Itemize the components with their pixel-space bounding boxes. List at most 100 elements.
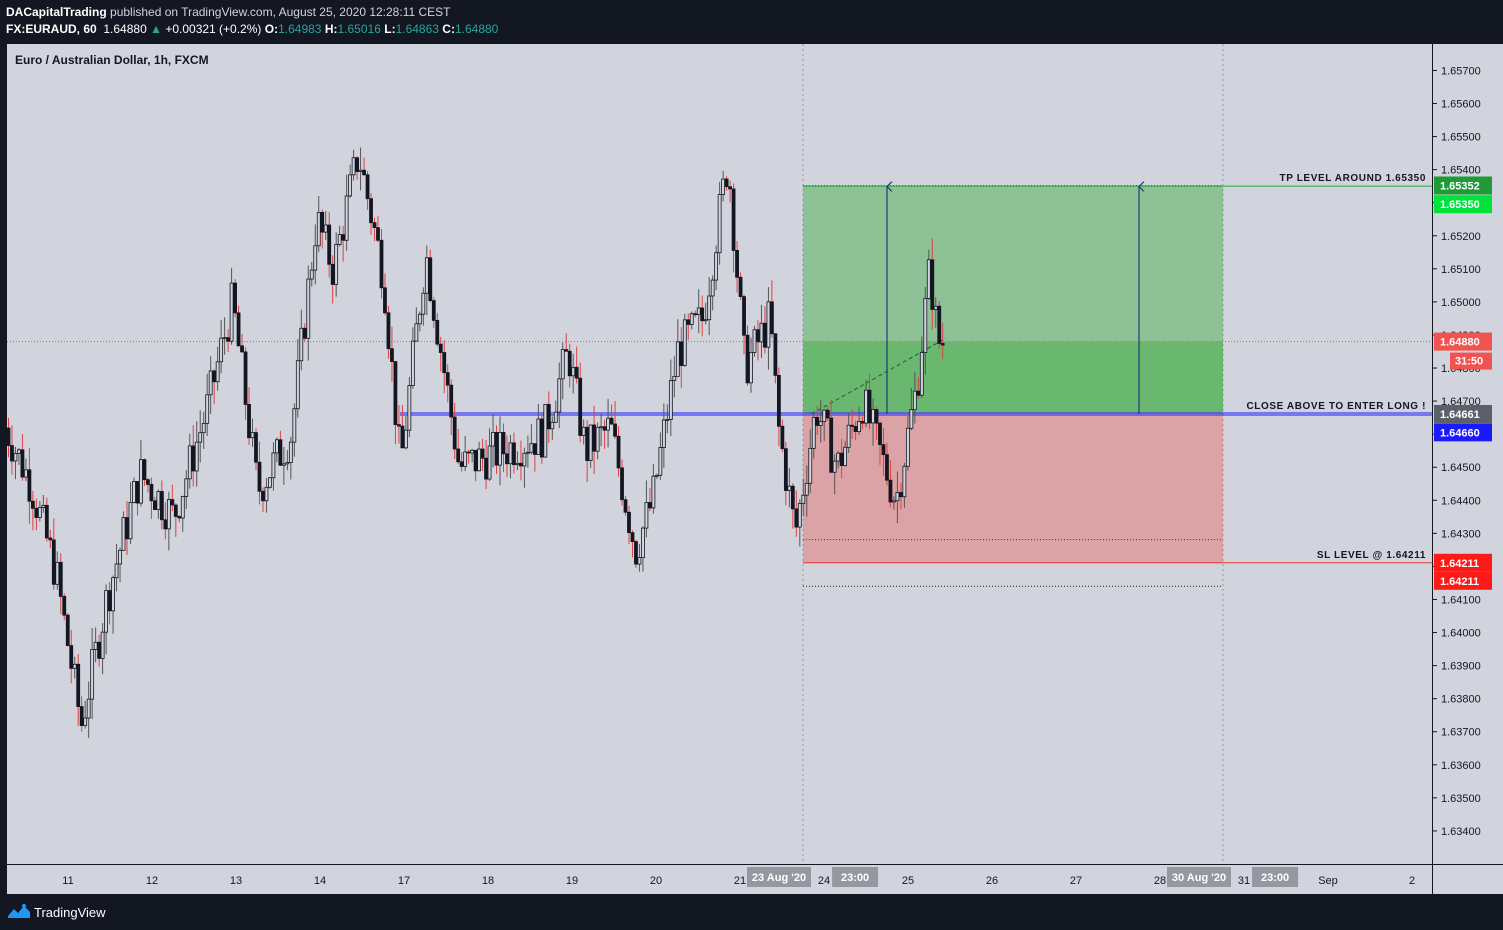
candle-body bbox=[208, 370, 213, 396]
candle-body bbox=[414, 323, 419, 342]
time-badge-label: 30 Aug '20 bbox=[1172, 872, 1226, 884]
candle-body bbox=[55, 561, 60, 585]
candle-body bbox=[574, 366, 579, 379]
candle-body bbox=[749, 351, 753, 384]
price-tick-label: 1.63500 bbox=[1441, 793, 1481, 805]
candle-body bbox=[857, 420, 861, 432]
candle-body bbox=[832, 460, 837, 473]
time-tick-label: 20 bbox=[650, 875, 662, 887]
price-tick-label: 1.64400 bbox=[1441, 495, 1481, 507]
price-badge-label: 1.64880 bbox=[1440, 337, 1480, 349]
candle-body bbox=[355, 157, 359, 172]
published-text: published on TradingView.com, August 25,… bbox=[110, 5, 451, 19]
candle-body bbox=[365, 174, 370, 200]
candle-body bbox=[874, 409, 879, 424]
time-tick-label: 18 bbox=[482, 875, 494, 887]
candle-body bbox=[700, 307, 705, 322]
candle-body bbox=[128, 501, 133, 540]
candle-body bbox=[257, 461, 262, 492]
candle-body bbox=[686, 319, 691, 325]
author-name[interactable]: DACapitalTrading bbox=[6, 5, 107, 19]
candle-body bbox=[668, 380, 673, 420]
candle-body bbox=[609, 417, 614, 425]
candle-body bbox=[306, 278, 311, 339]
candle-body bbox=[721, 178, 726, 195]
candle-body bbox=[801, 494, 806, 504]
candle-body bbox=[72, 663, 77, 669]
candle-body bbox=[187, 445, 192, 480]
candle-body bbox=[630, 532, 635, 542]
candle-body bbox=[696, 307, 701, 316]
candle-body bbox=[316, 211, 321, 247]
price-tick-label: 1.65600 bbox=[1441, 99, 1481, 111]
candle-body bbox=[226, 337, 231, 342]
chart-pane[interactable]: TP LEVEL AROUND 1.65350 CLOSE ABOVE TO EN… bbox=[7, 44, 1432, 864]
low-value: 1.64863 bbox=[395, 22, 439, 36]
candle-body bbox=[808, 447, 813, 484]
candle-body bbox=[149, 483, 154, 502]
candle-body bbox=[121, 517, 126, 551]
candle-body bbox=[756, 329, 760, 343]
tradingview-brand[interactable]: TradingView bbox=[34, 905, 106, 920]
candle-body bbox=[334, 244, 339, 285]
candle-body bbox=[37, 507, 42, 518]
symbol-ohlc-line: FX:EURAUD, 60 1.64880 ▲ +0.00321 (+0.2%)… bbox=[6, 22, 498, 36]
candle-body bbox=[229, 282, 234, 342]
candle-body bbox=[581, 426, 586, 436]
candle-body bbox=[410, 340, 415, 387]
price-axis[interactable]: 1.657001.656001.655001.654001.653001.652… bbox=[1432, 44, 1503, 864]
chart-canvas[interactable]: TP LEVEL AROUND 1.65350 CLOSE ABOVE TO EN… bbox=[7, 44, 1432, 864]
tradingview-logo-icon[interactable] bbox=[8, 904, 30, 918]
candle-body bbox=[146, 479, 150, 485]
candle-body bbox=[438, 343, 443, 353]
candle-body bbox=[65, 614, 70, 646]
candle-body bbox=[386, 312, 391, 350]
time-axis[interactable]: 11 12 13 14 17 18 19 20 21 24 25 26 27 28 31 Sep 2 23 Aug… bbox=[7, 864, 1432, 895]
candle-body bbox=[811, 416, 816, 449]
time-tick-label: 27 bbox=[1070, 875, 1082, 887]
candle-body bbox=[752, 329, 757, 353]
candle-body bbox=[152, 500, 157, 510]
candle-body bbox=[623, 499, 628, 513]
candle-body bbox=[320, 211, 325, 233]
candle-body bbox=[912, 390, 917, 411]
candle-body bbox=[34, 507, 39, 518]
time-tick-label: 24 bbox=[818, 875, 830, 887]
price-tick-label: 1.65100 bbox=[1441, 264, 1481, 276]
candle-body bbox=[881, 444, 886, 456]
candle-body bbox=[940, 343, 945, 346]
candle-body bbox=[899, 492, 903, 498]
candle-body bbox=[822, 409, 827, 423]
candle-body bbox=[421, 292, 426, 315]
candle-body bbox=[644, 502, 649, 529]
candle-body bbox=[459, 461, 464, 467]
candle-body bbox=[7, 427, 11, 446]
symbol-label: FX:EURAUD, 60 bbox=[6, 22, 97, 36]
candle-body bbox=[654, 474, 659, 477]
candle-body bbox=[431, 300, 436, 321]
candle-body bbox=[508, 442, 513, 465]
candle-body bbox=[930, 259, 935, 310]
candle-body bbox=[658, 447, 663, 476]
trend-dashed-line bbox=[811, 337, 947, 415]
price-tick-label: 1.64500 bbox=[1441, 462, 1481, 474]
time-tick-label: 13 bbox=[230, 875, 242, 887]
candle-body bbox=[933, 305, 938, 310]
price-tick-label: 1.65200 bbox=[1441, 231, 1481, 243]
candle-body bbox=[417, 313, 422, 325]
price-badge bbox=[1434, 423, 1492, 442]
candle-body bbox=[118, 549, 122, 565]
candle-body bbox=[362, 169, 366, 176]
candle-body bbox=[895, 492, 900, 502]
candle-body bbox=[780, 425, 785, 450]
candle-body bbox=[383, 287, 387, 314]
candle-body bbox=[184, 478, 189, 497]
candle-body bbox=[825, 409, 830, 419]
close-value: 1.64880 bbox=[454, 22, 499, 36]
price-tick-label: 1.64000 bbox=[1441, 628, 1481, 640]
candle-body bbox=[30, 500, 35, 509]
footer-bar: TradingView bbox=[0, 894, 1503, 930]
candle-body bbox=[710, 279, 715, 297]
time-tick-label: 31 bbox=[1238, 875, 1250, 887]
price-tick-label: 1.65700 bbox=[1441, 65, 1481, 77]
